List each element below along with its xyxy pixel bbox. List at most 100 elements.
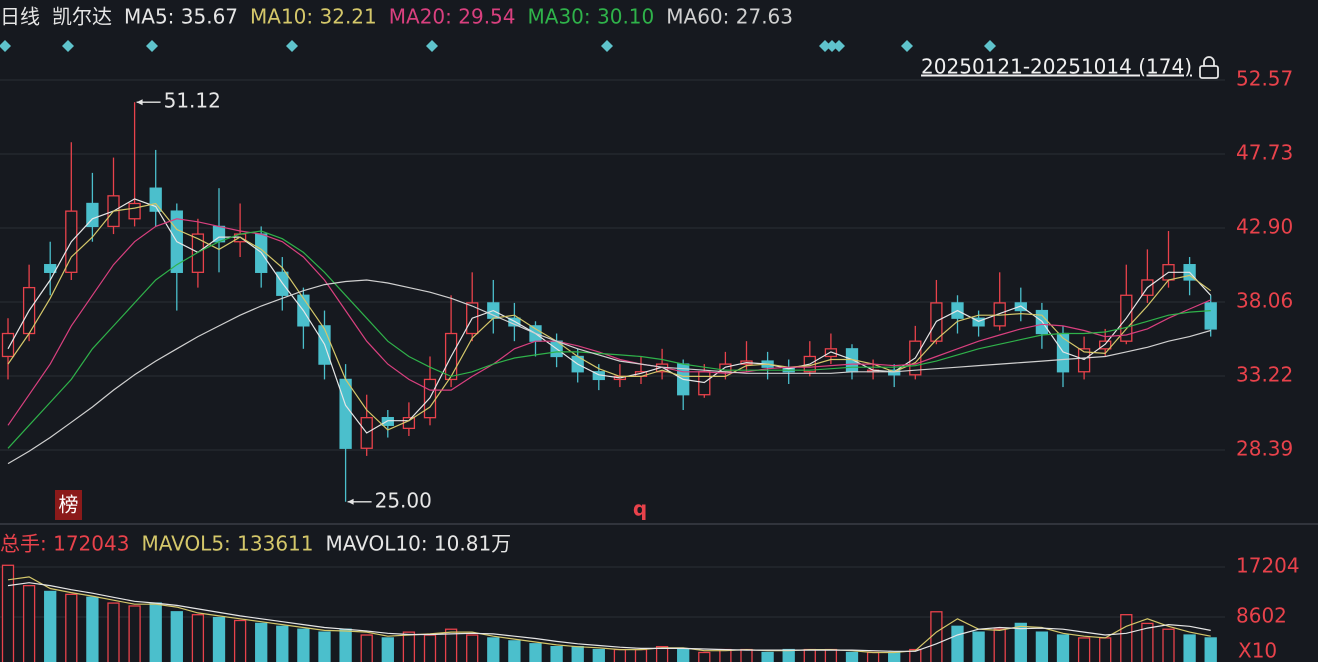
badge[interactable]: 榜 bbox=[59, 493, 79, 517]
volume-bar bbox=[487, 637, 500, 662]
y-tick-label: 38.06 bbox=[1236, 289, 1293, 313]
y-tick-label: 17204 bbox=[1236, 554, 1300, 578]
volume-bar bbox=[360, 634, 373, 662]
volume-bar bbox=[824, 648, 838, 662]
volume-bar bbox=[255, 622, 268, 662]
volume-bar bbox=[655, 646, 669, 662]
legend-item: MA20: 29.54 bbox=[389, 5, 516, 29]
annotation-label: 25.00 bbox=[375, 488, 432, 512]
candle-body bbox=[44, 264, 57, 273]
date-range[interactable]: 20250121-20251014 (174) bbox=[921, 55, 1192, 79]
volume-bar bbox=[888, 651, 901, 662]
volume-bar bbox=[212, 616, 226, 662]
legend-item: MA30: 30.10 bbox=[528, 5, 655, 29]
mavol-line bbox=[7, 582, 1211, 652]
volume-bar bbox=[803, 648, 816, 662]
volume-bar bbox=[1, 564, 15, 662]
volume-bar bbox=[909, 648, 922, 662]
ma-line bbox=[7, 218, 1211, 426]
volume-bar bbox=[951, 625, 964, 662]
volume-bar bbox=[972, 631, 985, 662]
candle-body bbox=[191, 233, 205, 273]
ma-line bbox=[7, 279, 1211, 465]
volume-bar bbox=[866, 651, 880, 662]
ma-line bbox=[7, 202, 1212, 431]
candle-body bbox=[1099, 340, 1112, 350]
candle-body bbox=[381, 417, 394, 426]
volume-bar bbox=[1014, 622, 1027, 662]
event-markers bbox=[0, 40, 996, 52]
volume-bar bbox=[466, 634, 479, 662]
legend-item: MAVOL10: 10.81万 bbox=[326, 532, 512, 556]
legend-item: 日线 bbox=[0, 5, 40, 29]
volume-bar bbox=[571, 646, 584, 662]
legend-item: 凯尔达 bbox=[52, 5, 112, 29]
volume-bar bbox=[1077, 637, 1091, 662]
volume-bar bbox=[613, 648, 627, 662]
volume-bar bbox=[1183, 634, 1196, 662]
volume-bar bbox=[65, 593, 78, 662]
y-tick-label: 42.90 bbox=[1236, 214, 1293, 238]
y-tick-label: 8602 bbox=[1236, 604, 1287, 628]
volume-bar bbox=[149, 602, 162, 662]
volume-bar bbox=[276, 625, 289, 662]
volume-bar bbox=[761, 651, 774, 662]
volume-bar bbox=[550, 646, 563, 662]
y-tick-label: 28.39 bbox=[1236, 436, 1293, 460]
candle-body bbox=[1, 332, 15, 358]
legend-item: MA5: 35.67 bbox=[124, 5, 238, 29]
volume-bar bbox=[677, 648, 690, 662]
legend-item: MAVOL5: 133611 bbox=[141, 532, 313, 556]
volume-bar bbox=[233, 619, 247, 662]
volume-bar bbox=[845, 651, 859, 662]
ma-line bbox=[7, 198, 1212, 434]
y-tick-label: 47.73 bbox=[1236, 141, 1293, 165]
candle-body bbox=[972, 317, 985, 327]
candle-body bbox=[128, 202, 141, 220]
volume-bar bbox=[1099, 637, 1112, 662]
candle-body bbox=[1056, 332, 1070, 373]
ma-line bbox=[7, 230, 1211, 449]
volume-bar bbox=[381, 637, 394, 662]
volume-bar bbox=[1120, 614, 1133, 662]
volume-bar bbox=[592, 648, 605, 662]
volume-bar bbox=[1162, 628, 1175, 662]
annotation-arrowhead bbox=[136, 99, 143, 106]
volume-bar bbox=[297, 628, 310, 662]
volume-bar bbox=[719, 648, 732, 662]
candle-body bbox=[888, 369, 901, 376]
volume-bar bbox=[339, 628, 352, 662]
lock-icon[interactable] bbox=[1199, 56, 1219, 79]
legend-item: MA10: 32.21 bbox=[250, 5, 377, 29]
volume-bar bbox=[318, 631, 331, 662]
legend-item: MA60: 27.63 bbox=[666, 5, 793, 29]
marker-text[interactable]: q bbox=[633, 497, 647, 521]
annotation-arrowhead bbox=[347, 498, 354, 505]
candle-body bbox=[1014, 302, 1027, 312]
candle-body bbox=[339, 378, 352, 449]
y-tick-label: 52.57 bbox=[1236, 67, 1293, 91]
volume-bar bbox=[1035, 631, 1049, 662]
volume-bar bbox=[170, 611, 183, 662]
volume-bar bbox=[402, 631, 416, 662]
candle-body bbox=[1204, 302, 1217, 330]
volume-bar bbox=[128, 605, 141, 662]
volume-bar bbox=[86, 596, 99, 662]
legend-item: 总手: 172043 bbox=[0, 532, 129, 556]
volume-unit: X10 bbox=[1238, 639, 1277, 662]
candle-body bbox=[824, 348, 838, 358]
annotation-label: 51.12 bbox=[164, 89, 221, 113]
volume-bar bbox=[1056, 634, 1070, 662]
volume-bar bbox=[634, 648, 648, 662]
volume-bar bbox=[423, 634, 437, 662]
y-tick-label: 33.22 bbox=[1236, 363, 1293, 387]
volume-bar bbox=[740, 648, 753, 662]
badge-bg[interactable] bbox=[55, 490, 82, 520]
volume-bar bbox=[1204, 637, 1217, 662]
volume-bar bbox=[930, 611, 943, 662]
volume-bar bbox=[22, 584, 36, 662]
candle-body bbox=[86, 202, 99, 228]
volume-bar bbox=[782, 648, 795, 662]
